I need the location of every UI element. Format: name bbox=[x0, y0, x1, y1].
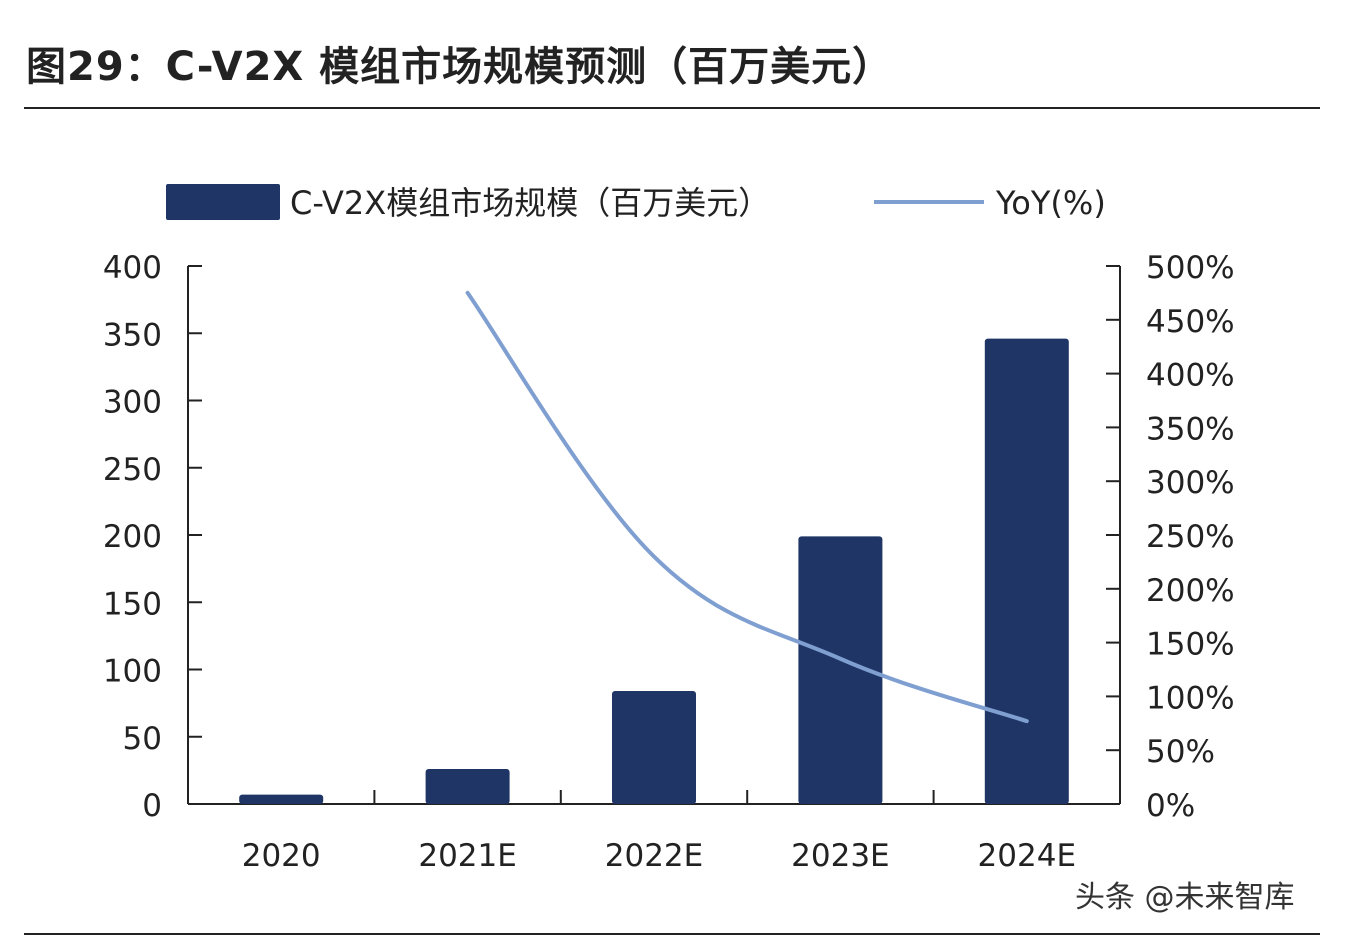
right-axis-tick-label: 500% bbox=[1146, 250, 1235, 286]
watermark: 头条 @未来智库 bbox=[1075, 880, 1295, 915]
left-axis-tick-label: 50 bbox=[123, 721, 162, 757]
left-axis-tick-label: 0 bbox=[142, 788, 162, 824]
x-axis-tick-label: 2022E bbox=[605, 838, 703, 874]
left-axis-tick-label: 100 bbox=[103, 654, 162, 690]
right-axis-tick-label: 250% bbox=[1146, 519, 1235, 555]
yoy-line bbox=[465, 290, 1029, 724]
left-axis-tick-label: 350 bbox=[103, 317, 162, 353]
x-axis-tick-label: 2021E bbox=[418, 838, 516, 874]
bar-2021E bbox=[425, 769, 510, 804]
bar-2020 bbox=[239, 794, 324, 804]
right-axis-tick-label: 200% bbox=[1146, 573, 1235, 609]
legend-label-bar: C-V2X模组市场规模（百万美元） bbox=[290, 184, 770, 222]
right-axis-tick-label: 50% bbox=[1146, 734, 1215, 770]
title-divider bbox=[24, 107, 1320, 109]
left-axis-tick-label: 250 bbox=[103, 452, 162, 488]
legend-label-line: YoY(%) bbox=[995, 184, 1106, 222]
x-axis-tick-label: 2024E bbox=[978, 838, 1076, 874]
legend-swatch-bar bbox=[166, 184, 280, 220]
axes: 0 50 100 150 200 250 300 350 400 0% 50% 100% 150% 200… bbox=[103, 250, 1235, 874]
right-axis-tick-label: 300% bbox=[1146, 465, 1235, 501]
bar-2022E bbox=[612, 691, 696, 804]
x-axis-tick-label: 2020 bbox=[242, 838, 321, 874]
left-axis-tick-label: 200 bbox=[103, 519, 162, 555]
footer-divider bbox=[24, 933, 1320, 935]
right-axis-tick-label: 450% bbox=[1146, 304, 1235, 340]
left-axis-tick-label: 300 bbox=[103, 385, 162, 421]
bar-2024E bbox=[984, 338, 1069, 804]
legend: C-V2X模组市场规模（百万美元） YoY(%) bbox=[166, 184, 1106, 222]
right-axis-tick-label: 150% bbox=[1146, 627, 1235, 663]
yoy-line-path bbox=[465, 290, 1029, 724]
bars bbox=[239, 338, 1069, 804]
left-axis-tick-label: 400 bbox=[103, 250, 162, 286]
bar-2023E bbox=[798, 536, 883, 804]
right-axis-tick-label: 400% bbox=[1146, 358, 1235, 394]
x-axis-tick-label: 2023E bbox=[791, 838, 889, 874]
page-title: 图29：C-V2X 模组市场规模预测（百万美元） bbox=[26, 44, 894, 90]
right-axis-tick-label: 100% bbox=[1146, 680, 1235, 716]
left-axis-tick-label: 150 bbox=[103, 586, 162, 622]
right-axis-tick-label: 0% bbox=[1146, 788, 1195, 824]
right-axis-tick-label: 350% bbox=[1146, 411, 1235, 447]
